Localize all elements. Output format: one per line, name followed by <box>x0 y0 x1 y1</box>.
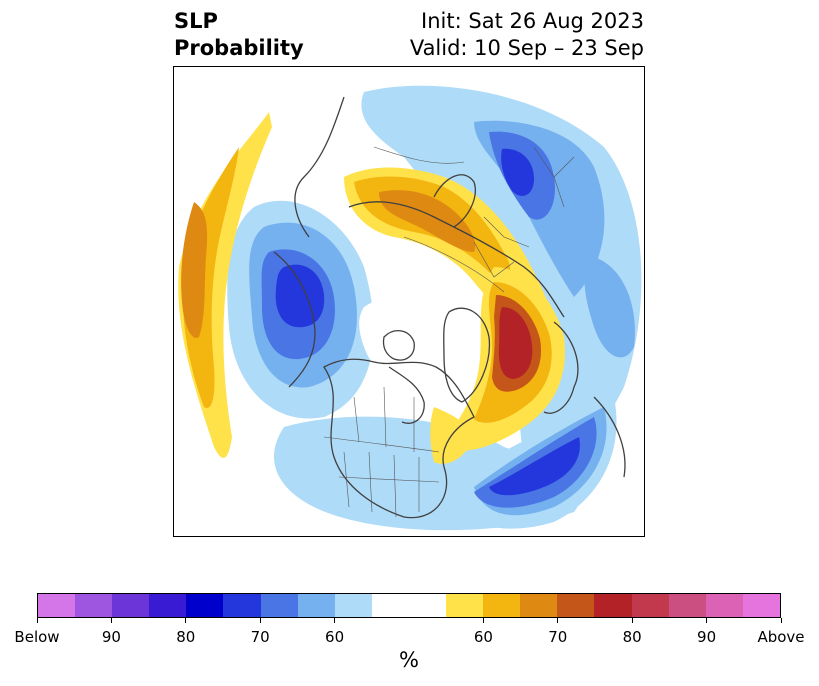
coastline-africa-north <box>593 396 626 478</box>
coastline-europe-west <box>543 321 579 414</box>
colorbar-tick-label: 60 <box>325 628 345 646</box>
above-90-region-greenland <box>498 307 533 379</box>
colorbar-segment-18 <box>705 594 743 617</box>
title-right: Init: Sat 26 Aug 2023 Valid: 10 Sep – 23… <box>410 8 644 62</box>
coastline-hudson-bay <box>388 366 425 424</box>
colorbar-tick-mark <box>482 618 484 623</box>
border-us-states-b <box>368 451 373 513</box>
neutral-region-arctic <box>359 298 453 380</box>
colorbar-tick-label: Above <box>757 628 805 646</box>
above-70-region-pacific <box>182 147 239 408</box>
colorbar <box>37 593 781 618</box>
coastline-east-asia <box>294 96 345 238</box>
slp-probability-map <box>174 67 644 535</box>
colorbar-tick-label: 80 <box>622 628 642 646</box>
valid-range: Valid: 10 Sep – 23 Sep <box>409 36 644 60</box>
colorbar-unit-label: % <box>399 648 419 672</box>
border-europe-a <box>473 241 515 278</box>
colorbar-segment-19 <box>742 594 780 617</box>
colorbar-tick-mark <box>259 618 261 623</box>
colorbar-tick-mark <box>706 618 708 623</box>
title-type: Probability <box>174 36 304 60</box>
colorbar-tick-mark <box>110 618 112 623</box>
colorbar-segment-4 <box>186 594 224 617</box>
colorbar-segment-3 <box>149 594 187 617</box>
colorbar-tick-label: 90 <box>101 628 121 646</box>
title-left: SLP Probability <box>174 8 304 62</box>
init-date: Init: Sat 26 Aug 2023 <box>421 9 644 33</box>
colorbar-segment-7 <box>297 594 335 617</box>
colorbar-tick-mark <box>185 618 187 623</box>
colorbar-segment-15 <box>594 594 632 617</box>
border-us-states-e <box>338 476 440 483</box>
colorbar-tick-label: 90 <box>697 628 717 646</box>
colorbar-segment-17 <box>668 594 706 617</box>
colorbar-tick-mark <box>631 618 633 623</box>
border-us-states-c <box>393 454 397 518</box>
colorbar-tick-label: Below <box>14 628 60 646</box>
colorbar-tick-label: 60 <box>473 628 493 646</box>
colorbar-segment-13 <box>520 594 558 617</box>
colorbar-segment-9 <box>371 594 409 617</box>
colorbar-segment-0 <box>38 594 76 617</box>
coastline-north-america <box>323 358 475 519</box>
colorbar-segment-16 <box>631 594 669 617</box>
border-china-mongolia <box>373 146 465 164</box>
coastline-arctic-islands <box>382 330 415 361</box>
coastline-eurasia-north <box>348 201 565 318</box>
border-europe-b <box>483 216 530 248</box>
colorbar-tick-mark <box>36 618 38 623</box>
below-70-region-europe-east <box>584 257 635 358</box>
coastlines <box>273 96 626 519</box>
above-80-region-pacific <box>181 202 208 338</box>
border-middle-east <box>533 146 575 208</box>
map-panel <box>173 66 645 537</box>
colorbar-tick-label: 70 <box>548 628 568 646</box>
colorbar-segment-14 <box>557 594 595 617</box>
colorbar-segment-5 <box>223 594 261 617</box>
colorbar-tick-label: 70 <box>250 628 270 646</box>
colorbar-segment-6 <box>260 594 298 617</box>
colorbar-tick-mark <box>780 618 782 623</box>
colorbar-segment-1 <box>75 594 113 617</box>
border-russia-kazakhstan <box>403 236 505 293</box>
political-borders <box>323 146 575 518</box>
border-us-canada <box>323 436 440 453</box>
below-90-region-siberia <box>501 148 534 196</box>
colorbar-tick-mark <box>557 618 559 623</box>
border-canada-provinces <box>353 386 415 452</box>
below-90-region-atlantic <box>489 437 580 496</box>
colorbar-segment-10 <box>408 594 447 617</box>
coastline-alaska <box>273 251 316 388</box>
coastline-greenland <box>443 307 491 403</box>
colorbar-segment-8 <box>334 594 372 617</box>
colorbar-segment-12 <box>483 594 521 617</box>
colorbar-tick-label: 80 <box>176 628 196 646</box>
above-60-region-labrador <box>430 407 470 464</box>
title-variable: SLP <box>174 9 218 33</box>
colorbar-segment-11 <box>446 594 484 617</box>
colorbar-segment-2 <box>112 594 150 617</box>
coastline-scandinavia <box>433 174 476 228</box>
colorbar-tick-mark <box>334 618 336 623</box>
border-us-states-a <box>343 451 350 508</box>
